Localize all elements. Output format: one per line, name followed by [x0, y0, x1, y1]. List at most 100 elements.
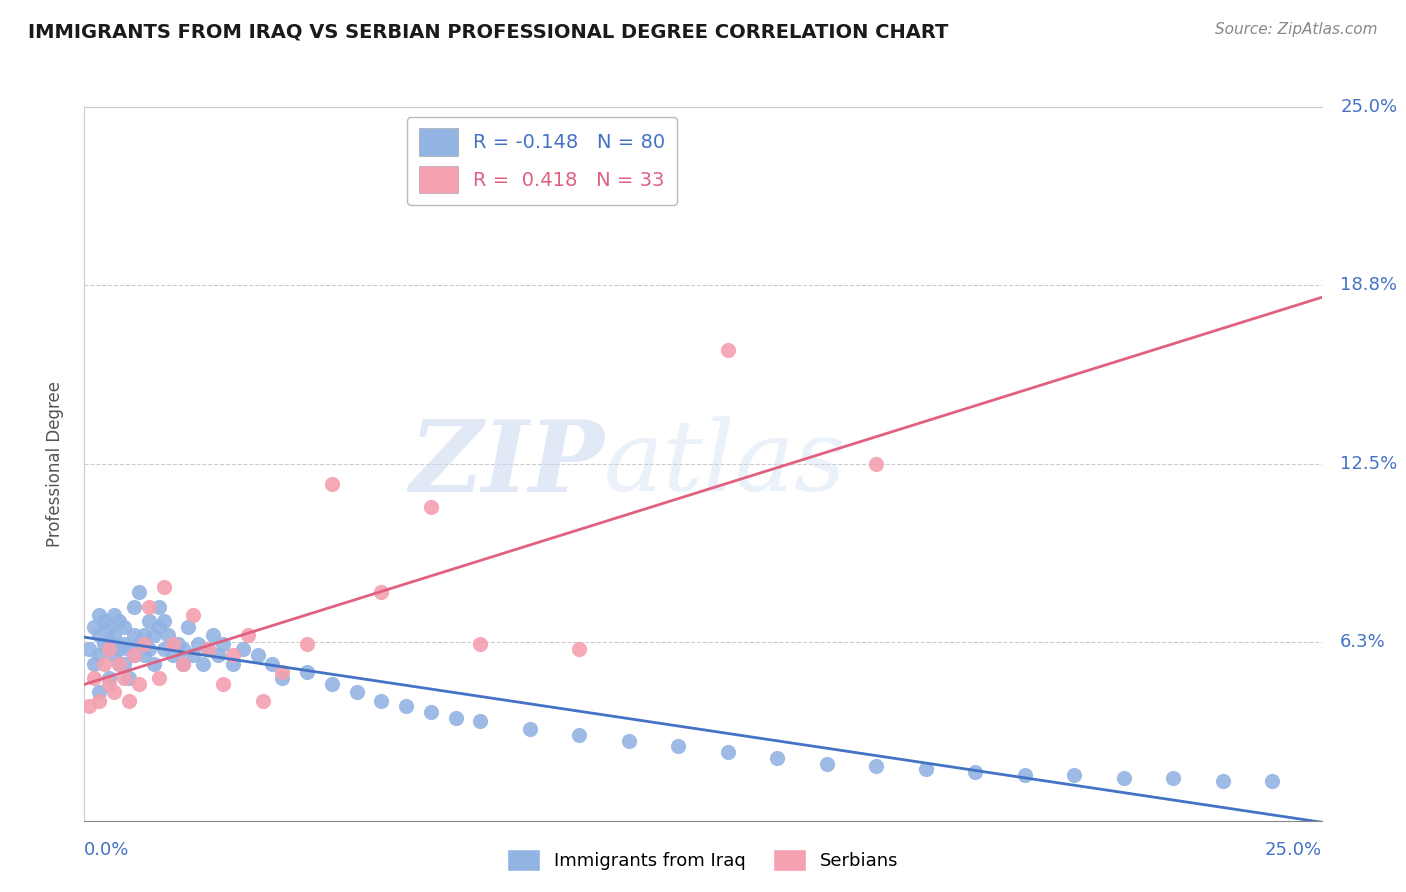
Point [181, 608, 204, 623]
Point [108, 614, 131, 628]
Point [321, 676, 343, 690]
Point [346, 685, 368, 699]
Point [103, 685, 125, 699]
Point [98, 671, 121, 685]
Point [519, 723, 541, 737]
Point [419, 705, 441, 719]
Legend: R = -0.148   N = 80, R =  0.418   N = 33: R = -0.148 N = 80, R = 0.418 N = 33 [408, 117, 678, 205]
Point [122, 628, 145, 642]
Point [148, 671, 170, 685]
Point [187, 637, 209, 651]
Point [865, 759, 887, 773]
Point [103, 608, 125, 623]
Point [295, 637, 318, 651]
Point [167, 637, 190, 651]
Point [112, 619, 135, 633]
Point [568, 728, 591, 742]
Point [262, 657, 284, 671]
Point [138, 599, 160, 614]
Point [89, 648, 111, 662]
Point [1014, 768, 1036, 782]
Text: ZIP: ZIP [409, 416, 605, 512]
Point [212, 676, 235, 690]
Point [108, 642, 131, 657]
Point [83, 619, 105, 633]
Point [98, 633, 121, 648]
Y-axis label: Professional Degree: Professional Degree [45, 381, 63, 547]
Legend: Immigrants from Iraq, Serbians: Immigrants from Iraq, Serbians [501, 842, 905, 879]
Point [122, 648, 145, 662]
Point [93, 657, 115, 671]
Point [132, 648, 155, 662]
Point [93, 614, 115, 628]
Point [138, 642, 160, 657]
Point [162, 648, 184, 662]
Point [815, 756, 838, 771]
Point [766, 751, 789, 765]
Text: 6.3%: 6.3% [1340, 633, 1386, 651]
Point [395, 699, 418, 714]
Point [172, 642, 194, 657]
Point [197, 642, 219, 657]
Point [914, 762, 936, 776]
Point [1112, 771, 1135, 785]
Point [181, 648, 204, 662]
Point [128, 585, 150, 599]
Point [1063, 768, 1085, 782]
Point [79, 699, 101, 714]
Point [132, 628, 155, 642]
Point [142, 657, 165, 671]
Point [98, 676, 121, 690]
Point [108, 657, 131, 671]
Point [470, 714, 492, 728]
Point [197, 642, 219, 657]
Point [112, 657, 135, 671]
Text: 12.5%: 12.5% [1340, 455, 1398, 473]
Point [246, 648, 269, 662]
Point [98, 642, 121, 657]
Point [202, 628, 225, 642]
Point [568, 642, 591, 657]
Point [321, 476, 343, 491]
Point [89, 608, 111, 623]
Point [122, 648, 145, 662]
Point [89, 685, 111, 699]
Point [128, 676, 150, 690]
Point [157, 628, 180, 642]
Point [103, 628, 125, 642]
Text: 0.0%: 0.0% [84, 840, 129, 859]
Point [89, 694, 111, 708]
Point [148, 619, 170, 633]
Point [666, 739, 689, 754]
Point [1212, 773, 1234, 788]
Point [122, 599, 145, 614]
Text: 25.0%: 25.0% [1340, 98, 1398, 116]
Point [83, 657, 105, 671]
Point [89, 628, 111, 642]
Text: atlas: atlas [605, 417, 846, 511]
Point [252, 694, 274, 708]
Point [132, 637, 155, 651]
Point [207, 648, 229, 662]
Point [152, 614, 174, 628]
Point [222, 657, 245, 671]
Point [865, 457, 887, 471]
Point [617, 733, 640, 747]
Point [191, 657, 214, 671]
Point [79, 642, 101, 657]
Point [93, 637, 115, 651]
Point [222, 648, 245, 662]
Text: 25.0%: 25.0% [1264, 840, 1322, 859]
Point [152, 642, 174, 657]
Point [444, 711, 467, 725]
Point [112, 671, 135, 685]
Point [370, 694, 392, 708]
Point [370, 585, 392, 599]
Point [177, 619, 200, 633]
Point [965, 765, 987, 780]
Point [236, 628, 259, 642]
Point [103, 648, 125, 662]
Point [142, 628, 165, 642]
Point [1161, 771, 1184, 785]
Point [717, 745, 740, 759]
